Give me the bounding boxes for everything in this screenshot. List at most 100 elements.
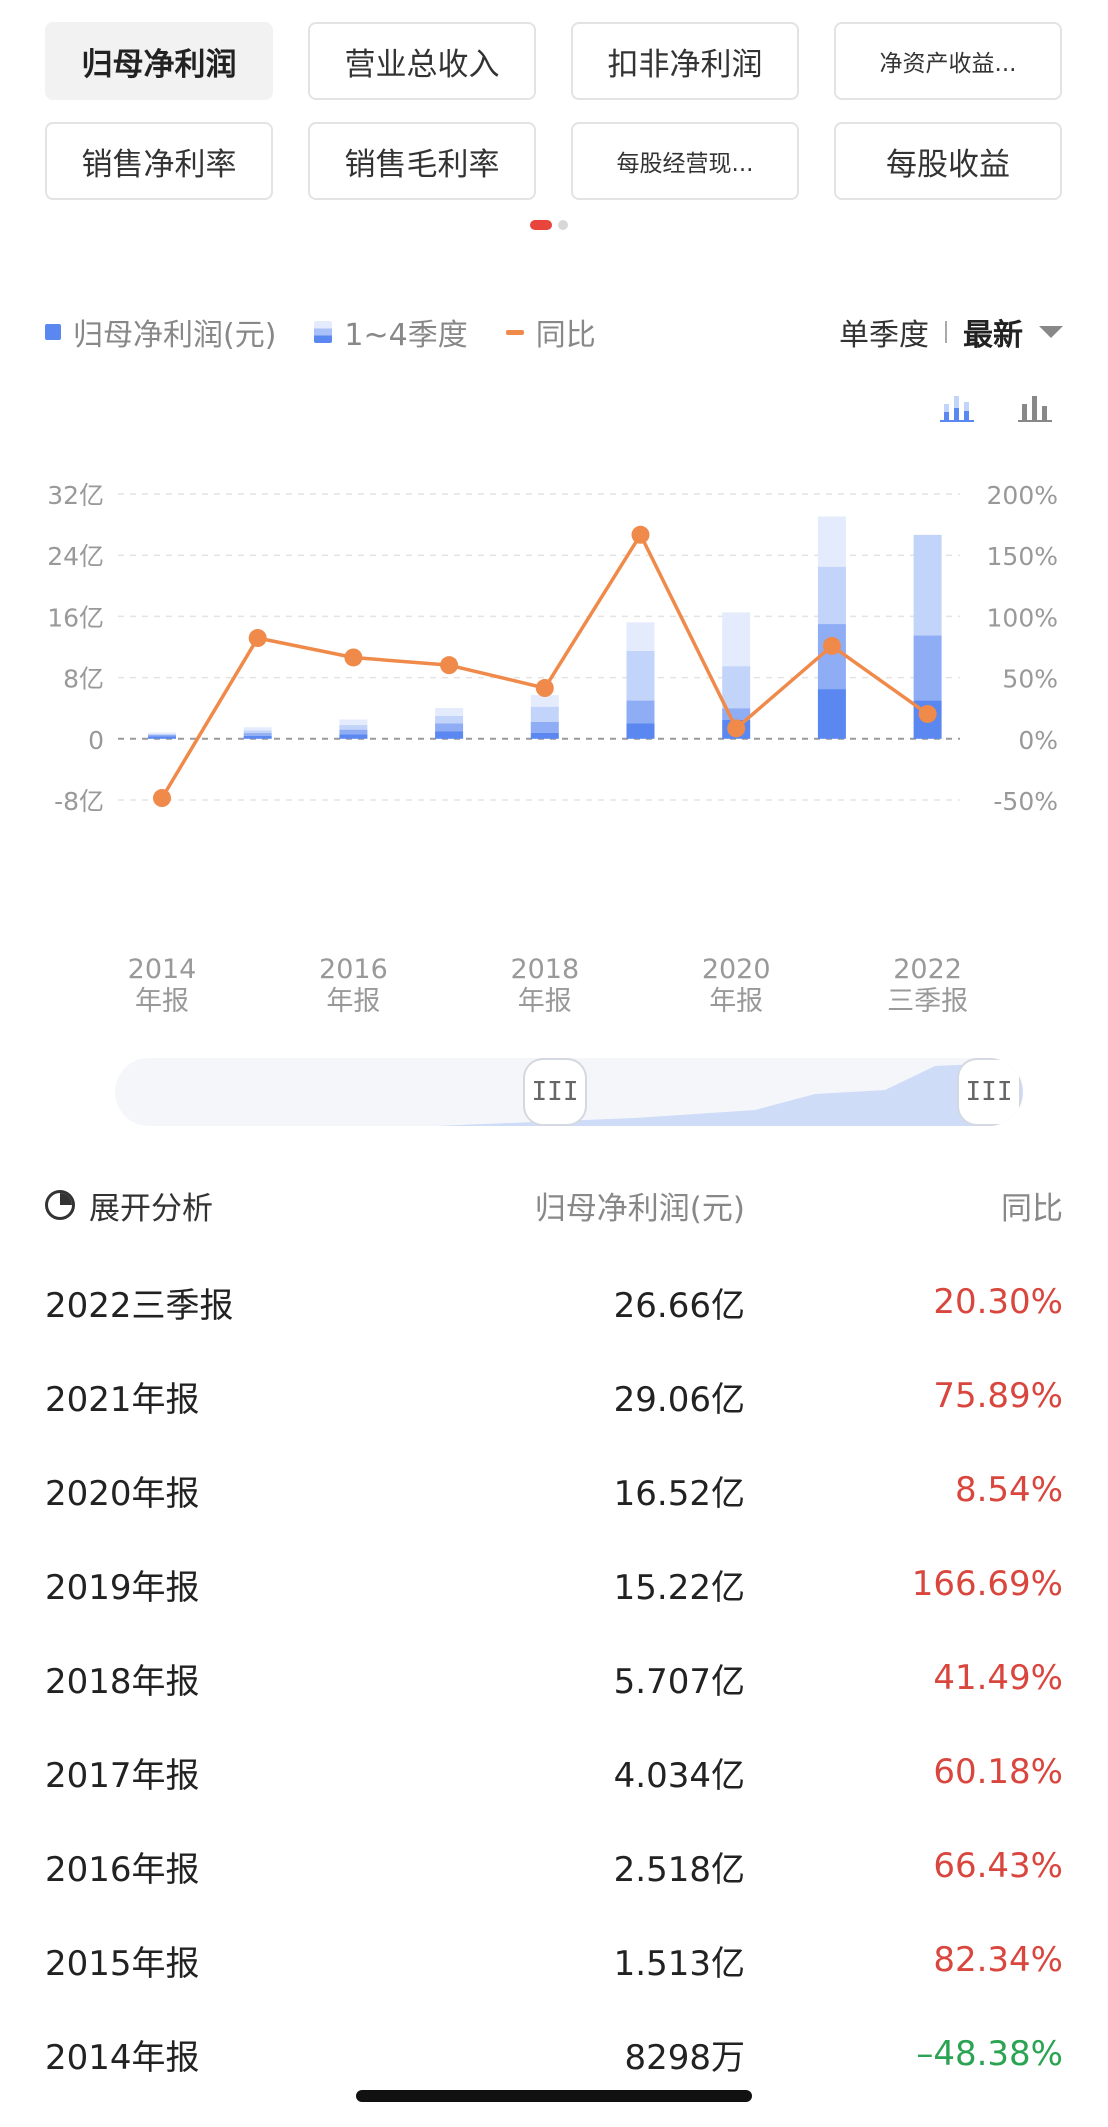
chart-legend: 归母净利润(元) 1~4季度 同比 单季度 最新 [45, 308, 1063, 356]
row-period: 2020年报 [45, 1473, 200, 1514]
bar-segment-q3 [722, 666, 751, 709]
table-row[interactable]: 2017年报 4.034亿 60.18% [45, 1725, 1063, 1819]
tab-0[interactable]: 归母净利润 [45, 22, 273, 100]
tab-5[interactable]: 销售毛利率 [308, 122, 536, 200]
bar-segment-q1 [817, 689, 846, 739]
row-yoy: 75.89% [933, 1376, 1063, 1416]
right-axis-tick-label: 0% [1018, 726, 1058, 755]
metric-tabs: 归母净利润 营业总收入 扣非净利润 净资产收益... 销售净利率 销售毛利率 每股经营现..… [45, 22, 1063, 200]
bar-segment-q3 [148, 733, 176, 735]
stacked-bar-chart-icon[interactable] [940, 394, 974, 426]
left-axis-tick-label: 24亿 [47, 542, 104, 571]
column-header-value: 归母净利润(元) [534, 1190, 745, 1227]
table-row[interactable]: 2021年报 29.06亿 75.89% [45, 1349, 1063, 1443]
yoy-point [248, 629, 267, 648]
latest-selector[interactable]: 最新 [963, 318, 1023, 353]
tab-6[interactable]: 每股经营现... [571, 122, 799, 200]
bar-segment-q2 [817, 624, 846, 690]
bar-segment-q2 [435, 723, 464, 732]
right-axis-tick-label: 150% [987, 542, 1058, 571]
row-value: 16.52亿 [613, 1473, 745, 1514]
bar-segment-q2 [243, 733, 272, 736]
table-row[interactable]: 2022三季报 26.66亿 20.30% [45, 1255, 1063, 1349]
tab-pager [530, 220, 568, 230]
row-period: 2017年报 [45, 1755, 200, 1796]
row-value: 1.513亿 [613, 1943, 745, 1984]
yoy-line [160, 533, 929, 799]
right-axis-tick-label: 100% [987, 603, 1058, 632]
table-row[interactable]: 2018年报 5.707亿 41.49% [45, 1631, 1063, 1725]
bar-segment-q4 [530, 695, 559, 707]
chart-view-toggle [940, 394, 1052, 426]
right-axis-tick-label: 200% [987, 481, 1058, 510]
tab-4[interactable]: 销售净利率 [45, 122, 273, 200]
expand-analysis[interactable]: 展开分析 [45, 1183, 505, 1228]
row-value: 29.06亿 [613, 1379, 745, 1420]
pager-dot-active[interactable] [530, 220, 552, 230]
left-axis-tick-label: -8亿 [54, 787, 104, 816]
legend-yoy-label: 同比 [535, 318, 596, 353]
table-row[interactable]: 2019年报 15.22亿 166.69% [45, 1537, 1063, 1631]
bar-segment-q1 [530, 732, 559, 739]
net-profit-swatch-icon [45, 324, 61, 340]
home-indicator[interactable] [356, 2090, 752, 2102]
row-value: 2.518亿 [613, 1849, 745, 1890]
bar-segment-q1 [435, 731, 464, 739]
legend-net-profit[interactable]: 归母净利润(元) [45, 310, 276, 354]
net-profit-chart[interactable]: 32亿 24亿 16亿 8亿 0 -8亿 200% 150% 100% 50% 0% -50% 2014… [0, 470, 1108, 1030]
row-yoy: 166.69% [911, 1564, 1063, 1604]
tab-1[interactable]: 营业总收入 [308, 22, 536, 100]
bar-segment-q4 [626, 622, 655, 651]
slider-right-handle[interactable]: III [957, 1058, 1021, 1126]
yoy-point [535, 679, 554, 698]
table-row[interactable]: 2015年报 1.513亿 82.34% [45, 1913, 1063, 2007]
table-row[interactable]: 2020年报 16.52亿 8.54% [45, 1443, 1063, 1537]
x-axis-tick-period: 年报 [709, 986, 763, 1017]
bar-segment-q2 [148, 734, 176, 737]
row-period: 2018年报 [45, 1661, 200, 1702]
row-yoy: 60.18% [933, 1752, 1063, 1792]
table-row[interactable]: 2016年报 2.518亿 66.43% [45, 1819, 1063, 1913]
bar-segment-q4 [817, 516, 846, 567]
pie-chart-icon [45, 1190, 75, 1220]
tab-3[interactable]: 净资产收益... [834, 22, 1062, 100]
legend-yoy[interactable]: 同比 [505, 310, 596, 354]
legend-quarters-label: 1~4季度 [344, 318, 468, 353]
row-period: 2022三季报 [45, 1285, 234, 1326]
bar-segment-q3 [339, 725, 368, 730]
chevron-down-icon[interactable] [1039, 326, 1063, 338]
row-period: 2016年报 [45, 1849, 200, 1890]
bar-chart-icon[interactable] [1018, 394, 1052, 426]
bar-segment-q2 [530, 721, 559, 733]
row-value: 5.707亿 [613, 1661, 745, 1702]
row-yoy: –48.38% [916, 2034, 1063, 2074]
row-yoy: 66.43% [933, 1846, 1063, 1886]
tab-7[interactable]: 每股收益 [834, 122, 1062, 200]
left-axis-tick-label: 0 [88, 726, 104, 755]
bar-segment-q3 [530, 706, 559, 722]
legend-quarters[interactable]: 1~4季度 [314, 310, 468, 354]
yoy-swatch-icon [505, 329, 524, 335]
tab-2[interactable]: 扣非净利润 [571, 22, 799, 100]
period-selector[interactable]: 单季度 [839, 318, 929, 353]
slider-preview [115, 1062, 1023, 1126]
bar-segment-q4 [722, 612, 751, 667]
data-table: 2022三季报 26.66亿 20.30% 2021年报 29.06亿 75.89% 202… [45, 1255, 1063, 2101]
pager-dot[interactable] [558, 220, 568, 230]
bar-segment-q1 [148, 736, 176, 739]
bar-segment-q4 [435, 707, 464, 716]
bar-segment-q2 [722, 708, 751, 720]
bar-segment-q2 [626, 700, 655, 724]
range-slider[interactable]: III III [115, 1058, 1023, 1126]
x-axis-tick-period: 年报 [135, 986, 189, 1017]
slider-left-handle[interactable]: III [523, 1058, 587, 1126]
table-row[interactable]: 2014年报 8298万 –48.38% [45, 2007, 1063, 2101]
row-value: 15.22亿 [613, 1567, 745, 1608]
row-period: 2015年报 [45, 1943, 200, 1984]
row-yoy: 20.30% [933, 1282, 1063, 1322]
quarters-swatch-icon [314, 321, 333, 343]
bar-segment-q4 [243, 727, 272, 731]
yoy-point [822, 636, 841, 655]
yoy-point [631, 525, 650, 544]
row-value: 4.034亿 [613, 1755, 745, 1796]
